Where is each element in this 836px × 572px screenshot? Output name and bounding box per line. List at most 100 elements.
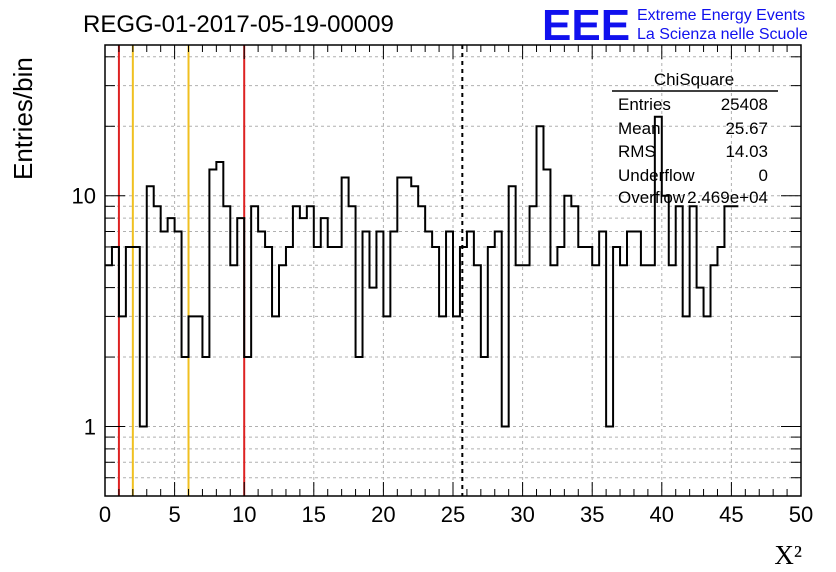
histogram-bin [182,357,189,496]
histogram-bin [314,247,321,496]
histogram [105,115,739,496]
y-tick-label: 10 [72,184,96,209]
histogram-bin [418,206,425,496]
histogram-bin [599,231,606,496]
x-tick-label: 45 [719,502,743,527]
histogram-bin [662,196,669,496]
histogram-bin [432,247,439,496]
x-tick-label: 40 [650,502,674,527]
histogram-bin [133,247,140,496]
histogram-bin [202,357,209,496]
histogram-bin [119,316,126,496]
histogram-bin [286,247,293,496]
histogram-bin [237,218,244,496]
histogram-bin [376,231,383,496]
histogram-bin [397,177,404,496]
histogram-bin [258,231,265,496]
stats-label-underflow: Underflow [618,166,695,185]
x-tick-label: 20 [371,502,395,527]
histogram-bin [585,247,592,496]
histogram-bin [495,231,502,496]
histogram-bin [223,206,230,496]
x-tick-label: 0 [99,502,111,527]
axis-ticks [104,45,802,497]
histogram-bin [342,177,349,496]
histogram-bin [697,288,704,496]
histogram-bin [335,247,342,496]
histogram-bin [724,206,731,496]
histogram-bin [425,231,432,496]
histogram-bin [390,231,397,496]
histogram-bin [578,247,585,496]
stats-value-underflow: 0 [759,166,768,185]
stats-value-mean: 25.67 [725,119,768,138]
histogram-bin [648,265,655,496]
histogram-bin [523,265,530,496]
histogram-bin [168,218,175,496]
stats-label-mean: Mean [618,119,661,138]
histogram-bin [606,427,613,496]
x-tick-label: 5 [168,502,180,527]
histogram-bin [516,265,523,496]
x-tick-label: 10 [232,502,256,527]
stats-label-rms: RMS [618,142,656,161]
histogram-bin [488,247,495,496]
histogram-bin [140,427,147,496]
histogram-bin [620,265,627,496]
stats-value-rms: 14.03 [725,142,768,161]
histogram-bin [126,247,133,496]
y-axis-label: Entries/bin [8,57,38,180]
histogram-bin [550,265,557,496]
histogram-bin [543,169,550,496]
histogram-bin [230,265,237,496]
histogram-bin [363,231,370,496]
histogram-bin [453,316,460,496]
histogram-bin [154,206,161,496]
histogram-bin [209,169,216,496]
histogram-bin [189,316,196,496]
histogram-bin [216,162,223,496]
histogram-bin [321,218,328,496]
histogram-bin [349,206,356,496]
stats-box: ChiSquare Entries 25408 Mean 25.67 RMS 1… [612,70,778,207]
histogram-bin [592,265,599,496]
logo-line2: La Scienza nelle Scuole [637,26,808,43]
histogram-bin [717,247,724,496]
logo-line1: Extreme Energy Events [637,7,805,24]
histogram-bin [731,206,738,496]
histogram-bin [293,206,300,496]
x-tick-label: 35 [580,502,604,527]
stats-title: ChiSquare [654,70,734,89]
histogram-bin [557,247,564,496]
histogram-bin [690,206,697,496]
histogram-bin [446,231,453,496]
stats-label-overflow: Overflow [618,188,686,207]
histogram-bin [676,206,683,496]
histogram-bin [328,247,335,496]
histogram-bin [537,126,544,496]
stats-value-overflow: 2.469e+04 [687,188,768,207]
histogram-bin [279,265,286,496]
histogram-outline [105,115,739,428]
x-tick-label: 50 [789,502,813,527]
histogram-bin [571,206,578,496]
x-tick-label: 25 [441,502,465,527]
x-axis-label: X² [774,540,802,570]
histogram-bin [460,247,467,496]
histogram-bin [509,186,516,496]
histogram-bin [272,316,279,496]
histogram-bin [175,231,182,496]
x-tick-label: 30 [510,502,534,527]
histogram-bin [439,316,446,496]
tick-labels: 0 5 10 15 20 25 30 35 40 45 50 1 10 [72,184,814,527]
stats-label-entries: Entries [618,95,671,114]
histogram-bin [300,218,307,496]
histogram-bin [467,231,474,496]
histogram-bin [244,357,251,496]
histogram-bin [369,288,376,496]
histogram-bin [634,231,641,496]
x-tick-label: 15 [302,502,326,527]
histogram-bin [641,265,648,496]
histogram-bin [613,247,620,496]
